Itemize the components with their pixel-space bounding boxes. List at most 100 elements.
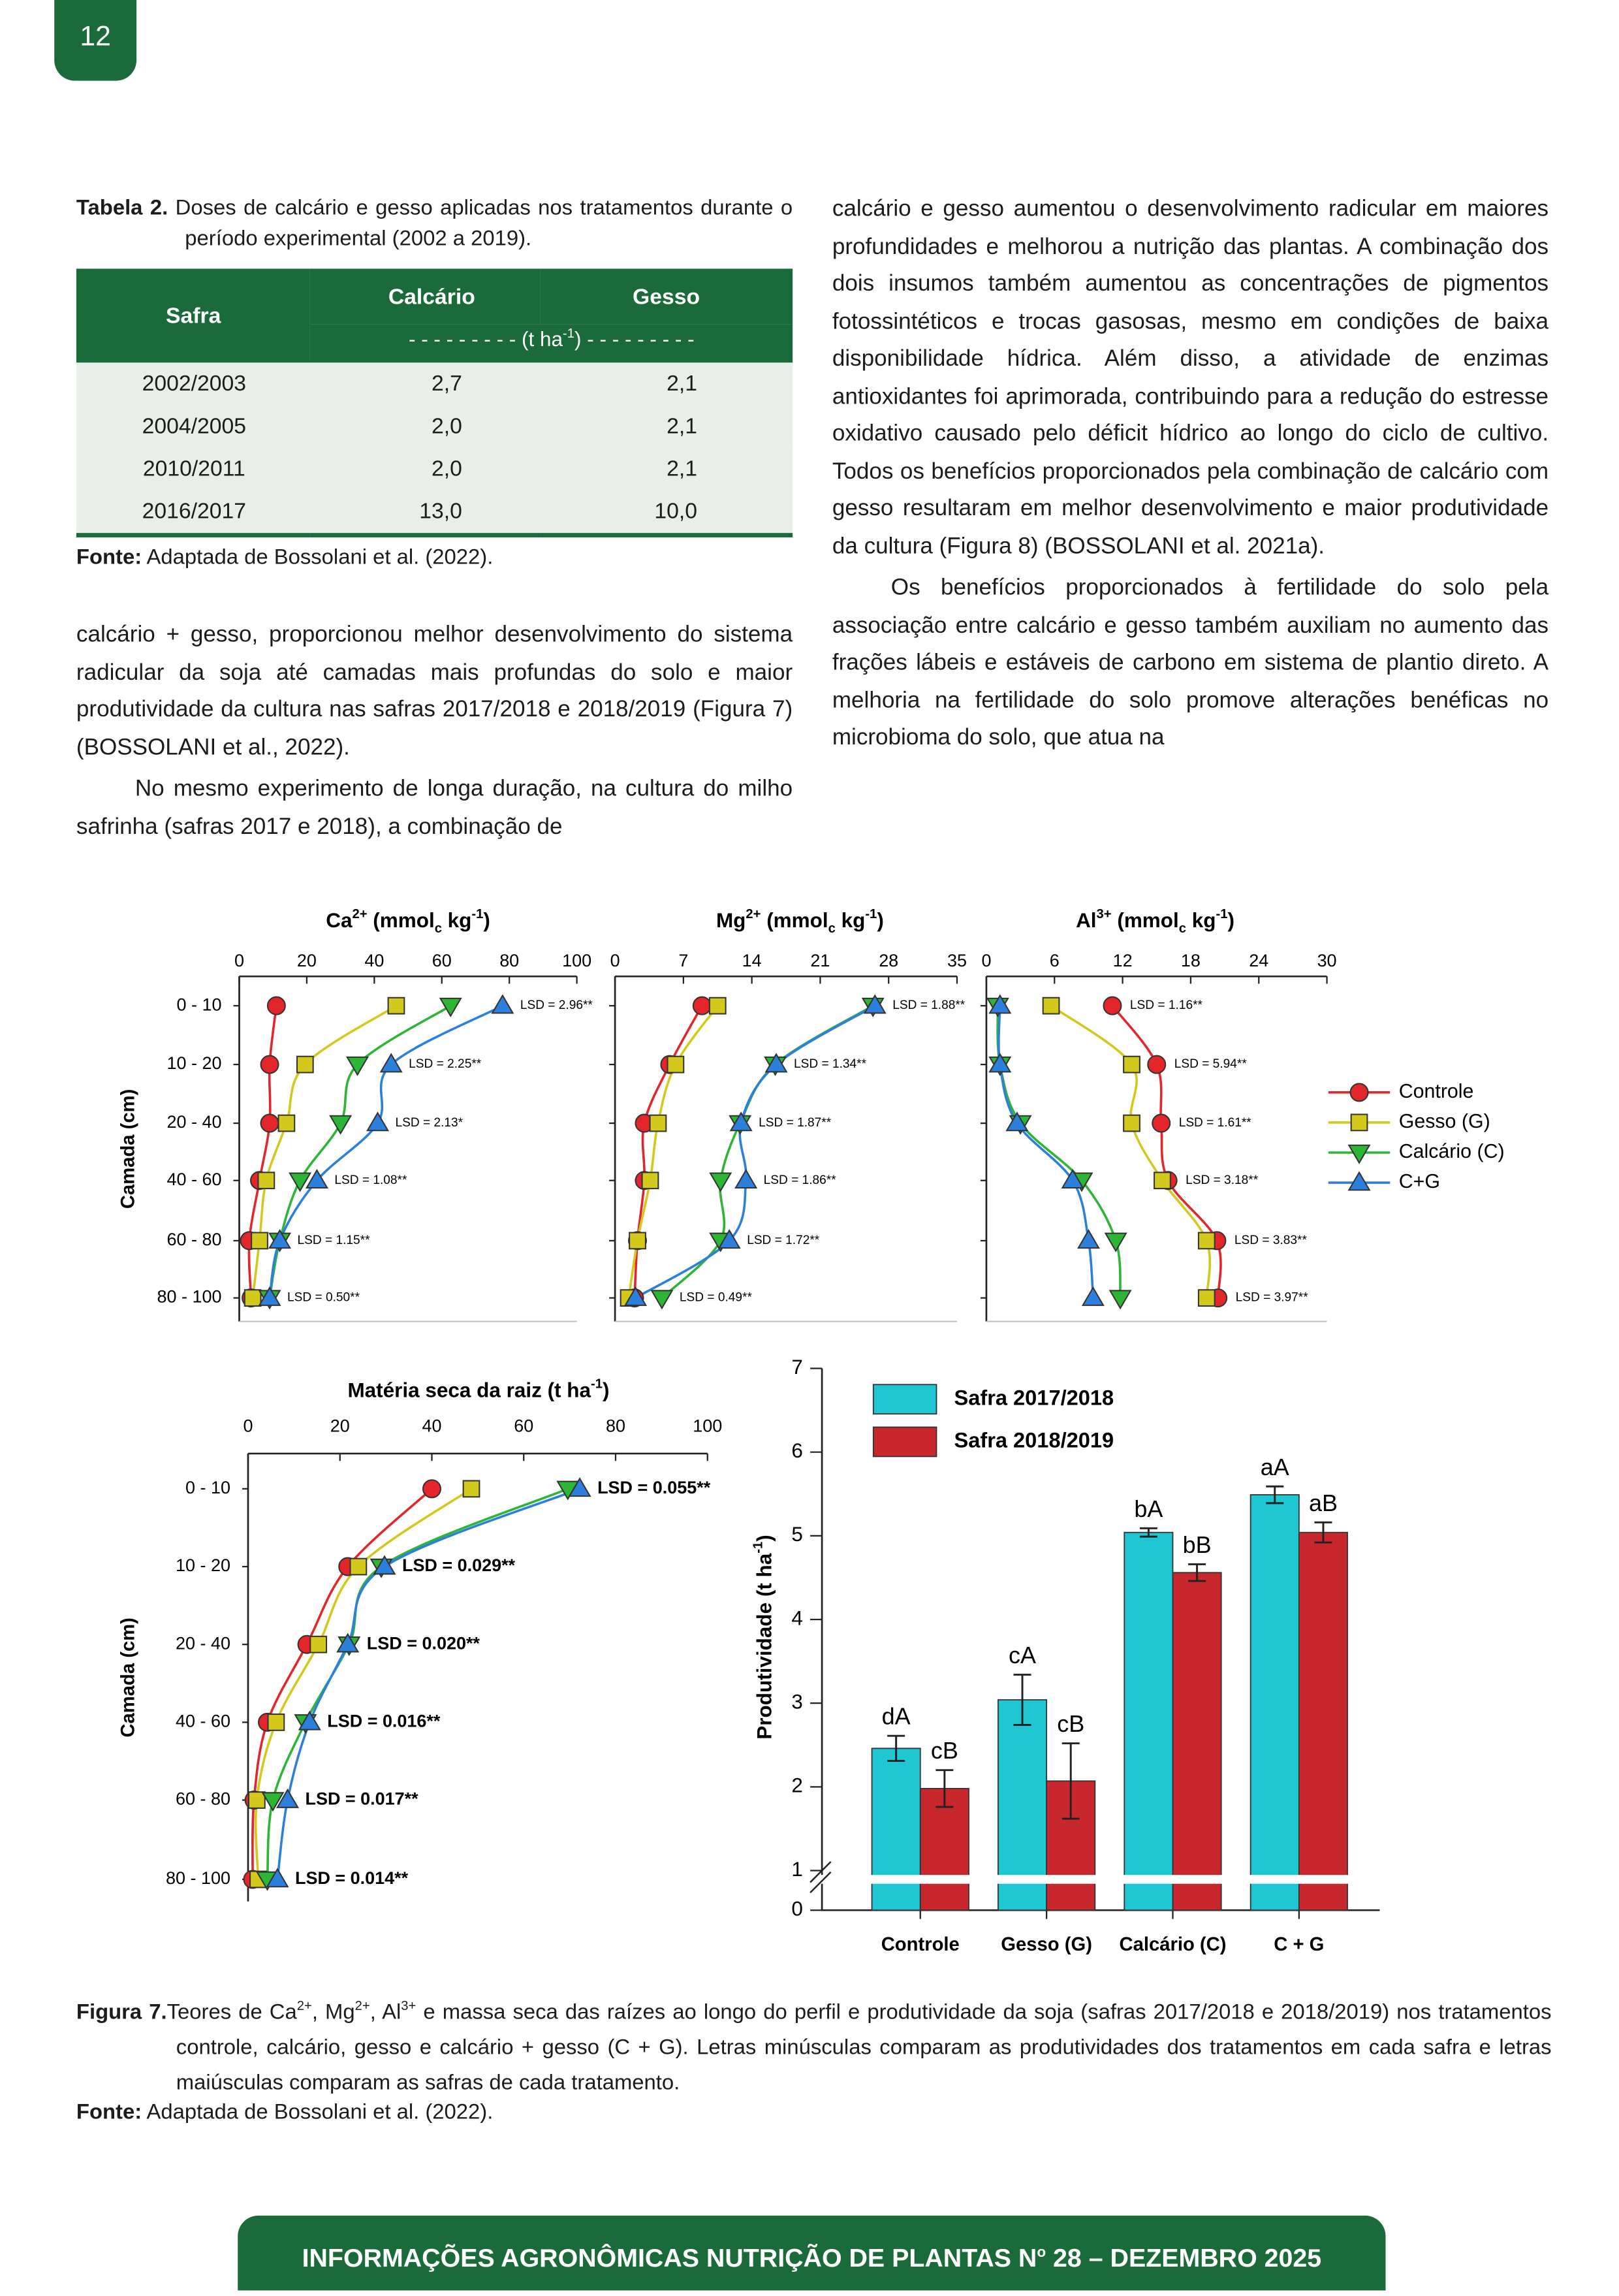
bar [919, 1787, 969, 1911]
marker [1061, 1168, 1084, 1188]
table-cell: 2,7 [310, 362, 541, 406]
bar [871, 1747, 921, 1911]
marker [717, 1229, 741, 1249]
category-label: 60 - 80 [167, 1230, 222, 1249]
panel-title-part: -1 [865, 907, 877, 921]
panel-title: Mg2+ (mmolc kg-1) [716, 907, 884, 936]
category-label: 10 - 20 [176, 1555, 230, 1575]
panel-title-part: c [435, 921, 442, 936]
table-cell: 2002/2003 [76, 362, 311, 406]
marker [1123, 1114, 1140, 1132]
table-cell: 2010/2011 [76, 447, 311, 490]
caption-sup: 3+ [401, 1998, 417, 2013]
lsd-label: LSD = 0.014** [295, 1868, 409, 1888]
error-bar [1061, 1742, 1080, 1820]
panel-title-part: kg [1186, 909, 1216, 932]
x-tick-label: 80 [499, 951, 519, 970]
marker [345, 1056, 369, 1076]
marker [349, 1557, 368, 1576]
legend-swatch [872, 1426, 937, 1458]
x-tick-label: 35 [947, 951, 967, 970]
marker [257, 1172, 275, 1190]
table-units-row: - - - - - - - - - (t ha-1) - - - - - - -… [76, 324, 793, 363]
marker [1042, 997, 1060, 1015]
panel-title-part: ) [603, 1379, 609, 1402]
error-bar [1013, 1674, 1031, 1726]
series-line [1050, 1004, 1212, 1298]
lsd-label: LSD = 0.017** [305, 1789, 418, 1809]
lsd-label: LSD = 0.016** [327, 1712, 441, 1731]
x-tick-label: 28 [879, 951, 898, 970]
figure-caption-label: Figura 7. [76, 2001, 167, 2025]
marker [329, 1115, 353, 1135]
marker [1077, 1229, 1100, 1249]
x-tick-label: 60 [514, 1416, 533, 1436]
table-body: 2002/2003 2,7 2,1 2004/2005 2,0 2,1 2010/2011 2… [76, 362, 793, 535]
table-row: 2004/2005 2,0 2,1 [76, 405, 793, 448]
marker [764, 1053, 788, 1073]
panel-title-part: ) [483, 909, 490, 932]
category-label: 10 - 20 [167, 1053, 222, 1073]
error-bar [887, 1734, 905, 1762]
y-axis-label-part: -1 [751, 1542, 766, 1554]
panel-title-part: ) [1227, 909, 1234, 932]
x-tick-label: 60 [432, 951, 452, 970]
error-bar [935, 1769, 954, 1808]
table-caption: Tabela 2. Doses de calcário e gesso apli… [76, 194, 793, 255]
bar [1298, 1531, 1348, 1911]
y-tick-label: 5 [791, 1523, 803, 1546]
marker [729, 1111, 753, 1132]
marker [366, 1111, 390, 1132]
marker [692, 996, 712, 1015]
table-source: Fonte: Adaptada de Bossolani et al. (202… [76, 543, 793, 574]
x-tick-label: 40 [422, 1416, 441, 1436]
marker [709, 1172, 732, 1192]
lsd-label: LSD = 0.020** [367, 1633, 480, 1653]
x-tick-label: 0 [610, 951, 620, 970]
marker [988, 1053, 1012, 1073]
series-line [247, 1005, 278, 1298]
marker [708, 997, 727, 1015]
series-line [661, 1004, 874, 1299]
caption-text: Teores de Ca [166, 2001, 297, 2025]
lsd-label: LSD = 1.16** [1130, 998, 1203, 1012]
legend-label: Safra 2018/2019 [954, 1428, 1114, 1452]
x-tick-label: 14 [742, 951, 762, 970]
lsd-label: LSD = 1.15** [298, 1234, 371, 1247]
caption-sup: 2+ [354, 1998, 370, 2013]
y-axis-label-part: Produtividade (t ha [753, 1553, 776, 1739]
table-header-row: Safra Calcário Gesso [76, 268, 793, 363]
paragraph: No mesmo experimento de longa duração, n… [76, 776, 793, 839]
table-header: Gesso [540, 268, 793, 325]
marker [266, 996, 286, 1015]
marker [260, 1055, 279, 1074]
marker [1147, 1055, 1167, 1074]
x-tick-label: 12 [1113, 951, 1133, 970]
significance-letter: dA [882, 1703, 911, 1730]
marker [624, 1286, 648, 1306]
marker [1108, 1290, 1132, 1310]
panel-title-part: Ca [326, 909, 353, 932]
y-axis-label-part: ) [753, 1535, 776, 1541]
series-line [251, 1488, 433, 1880]
series-line [254, 1488, 473, 1880]
marker [863, 994, 887, 1014]
marker [1347, 1144, 1371, 1164]
marker [491, 994, 514, 1014]
y-tick-label: 1 [791, 1858, 803, 1881]
lsd-label: LSD = 5.94** [1174, 1057, 1248, 1071]
y-tick-label: 0 [791, 1898, 803, 1921]
marker [336, 1633, 360, 1653]
caption-text: e massa seca das raízes ao longo do perf… [176, 2001, 1552, 2096]
lsd-label: LSD = 0.50** [287, 1291, 360, 1305]
axis-break [804, 1875, 1383, 1884]
series-line [635, 1004, 876, 1299]
marker [462, 1480, 480, 1498]
category-label: 20 - 40 [167, 1112, 222, 1132]
marker [988, 994, 1012, 1014]
lsd-label: LSD = 3.18** [1186, 1173, 1259, 1187]
marker [261, 1792, 285, 1812]
legend-label: Gesso (G) [1399, 1111, 1490, 1132]
error-bar [1314, 1521, 1332, 1544]
